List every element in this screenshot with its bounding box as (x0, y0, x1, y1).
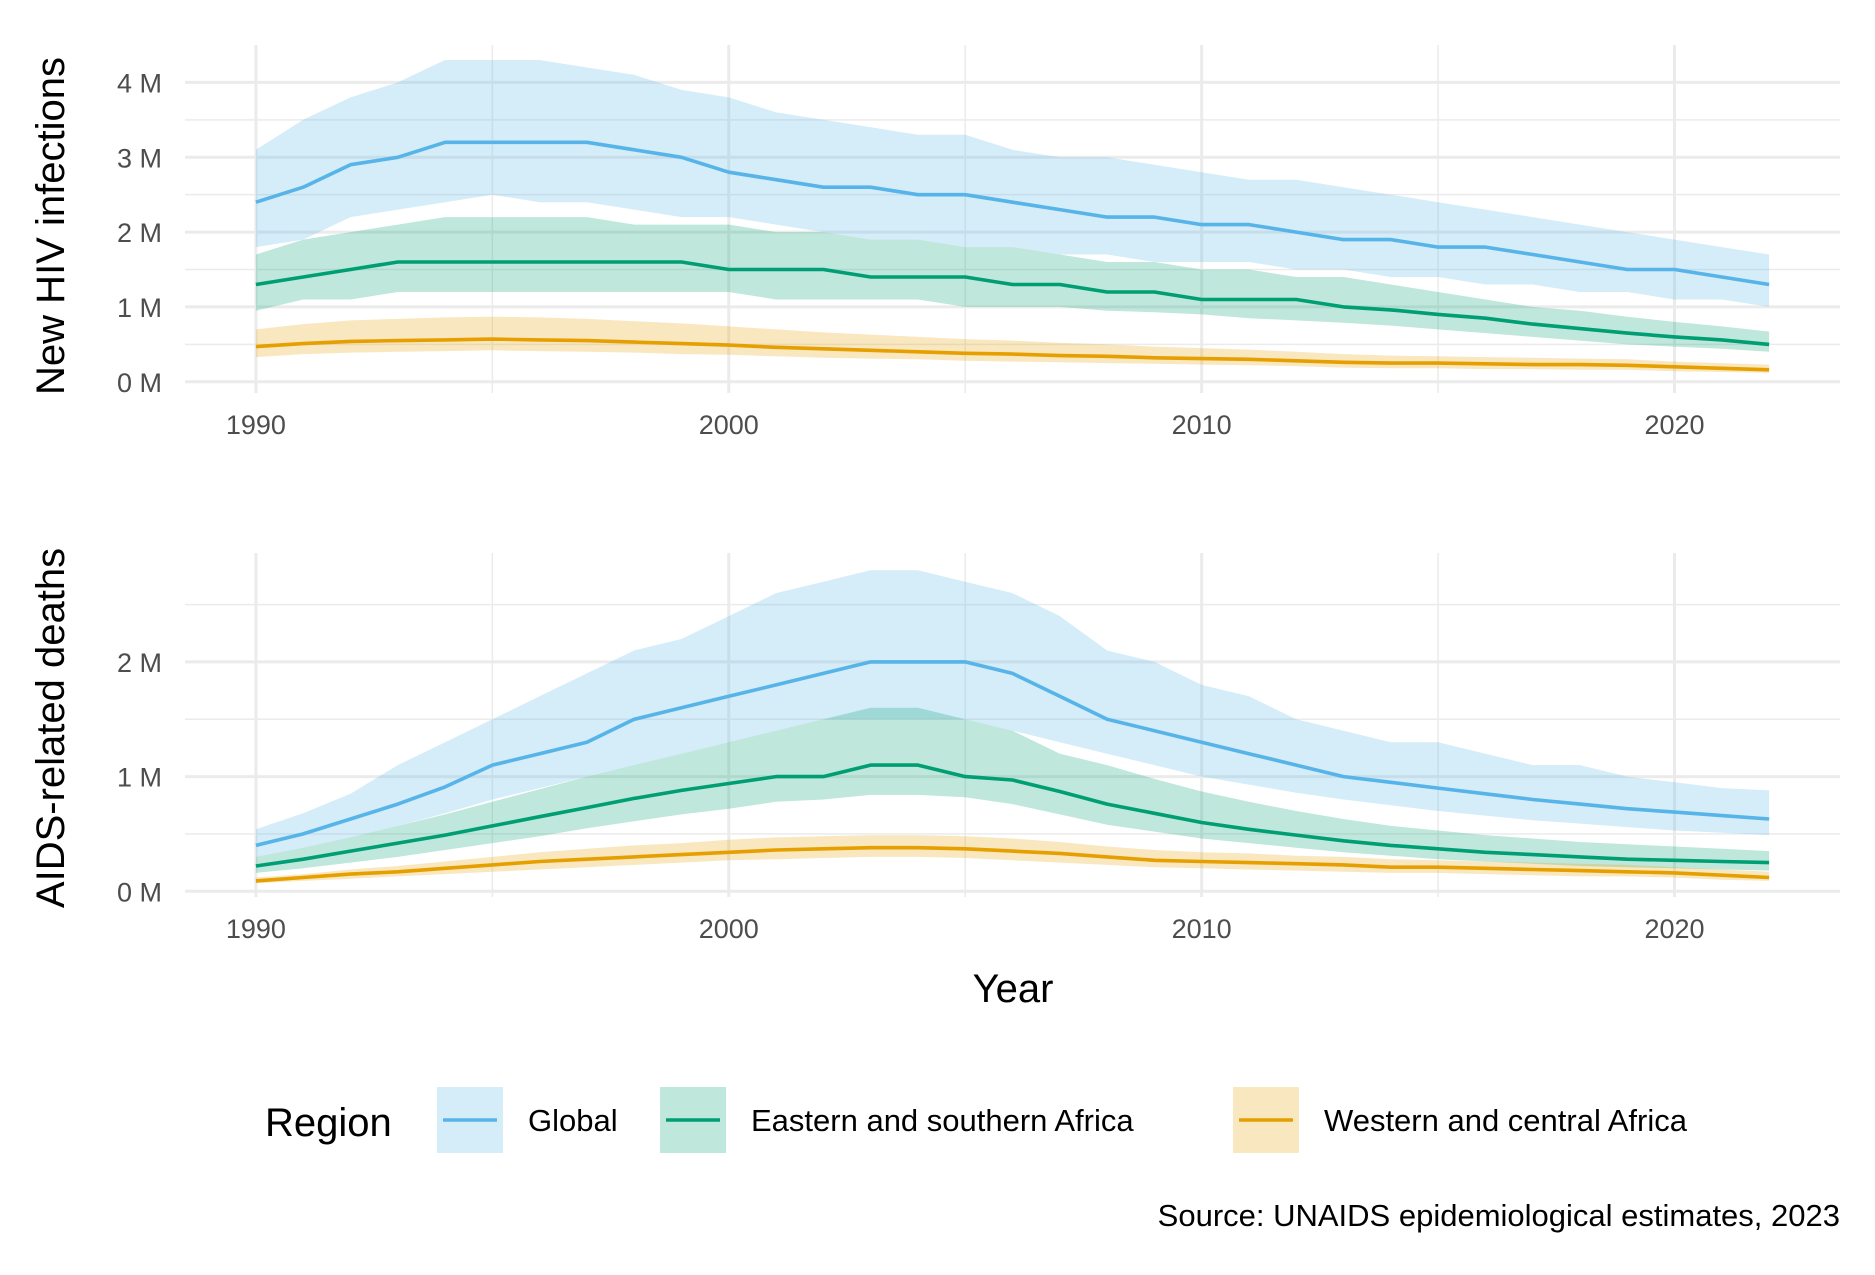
line-global (255, 660, 1770, 848)
panel-aids-deaths: 0 M 1 M 2 M 1990 2000 2010 2020 AIDS-related … (29, 548, 1840, 1011)
top-series-lines (255, 140, 1770, 372)
top-gridlines (185, 45, 1840, 393)
bottom-uncertainty-bands (255, 570, 1770, 884)
top-y-tick-labels: 0 M 1 M 2 M 3 M 4 M (117, 68, 162, 397)
x-tick-label: 2000 (699, 914, 759, 944)
bottom-y-tick-labels: 0 M 1 M 2 M (117, 648, 162, 907)
line-western-and-central-africa (255, 845, 1770, 883)
x-tick-label: 2020 (1644, 914, 1704, 944)
x-tick-label: 1990 (226, 914, 286, 944)
legend-label: Global (528, 1103, 618, 1138)
x-tick-label: 2000 (699, 410, 759, 440)
legend-label: Eastern and southern Africa (751, 1103, 1134, 1138)
legend-label: Western and central Africa (1324, 1103, 1688, 1138)
legend-item: Eastern and southern Africa (660, 1087, 1134, 1153)
legend-item: Western and central Africa (1233, 1087, 1688, 1153)
x-axis-title: Year (973, 967, 1054, 1011)
x-tick-label: 2010 (1172, 410, 1232, 440)
y-tick-label: 1 M (117, 763, 162, 793)
y-tick-label: 2 M (117, 218, 162, 248)
band-western-and-central-africa (255, 316, 1770, 373)
band-western-and-central-africa (255, 835, 1770, 884)
x-tick-label: 2010 (1172, 914, 1232, 944)
bottom-x-tick-labels: 1990 2000 2010 2020 (226, 914, 1705, 944)
line-eastern-and-southern-africa (255, 763, 1770, 868)
bottom-y-axis-title: AIDS-related deaths (29, 548, 73, 908)
line-global (255, 140, 1770, 287)
top-x-tick-labels: 1990 2000 2010 2020 (226, 410, 1705, 440)
y-tick-label: 1 M (117, 293, 162, 323)
y-tick-label: 4 M (117, 68, 162, 98)
band-eastern-and-southern-africa (255, 707, 1770, 873)
y-tick-label: 2 M (117, 648, 162, 678)
source-caption: Source: UNAIDS epidemiological estimates… (1158, 1198, 1840, 1233)
y-tick-label: 0 M (117, 368, 162, 398)
legend-title: Region (265, 1101, 392, 1145)
panel-new-infections: 0 M 1 M 2 M 3 M 4 M 1990 2000 2010 2020 New HIV… (29, 45, 1840, 440)
y-tick-label: 0 M (117, 877, 162, 907)
x-tick-label: 1990 (226, 410, 286, 440)
x-tick-label: 2020 (1644, 410, 1704, 440)
y-tick-label: 3 M (117, 143, 162, 173)
band-global (255, 60, 1770, 307)
line-eastern-and-southern-africa (255, 260, 1770, 347)
legend: Region Global Eastern and southern Africa… (265, 1087, 1688, 1153)
band-global (255, 570, 1770, 857)
legend-items: Global Eastern and southern Africa Western… (437, 1087, 1688, 1153)
bottom-series-lines (255, 660, 1770, 883)
legend-item: Global (437, 1087, 618, 1153)
bottom-gridlines (185, 553, 1840, 897)
top-y-axis-title: New HIV infections (29, 57, 73, 395)
line-western-and-central-africa (255, 337, 1770, 372)
